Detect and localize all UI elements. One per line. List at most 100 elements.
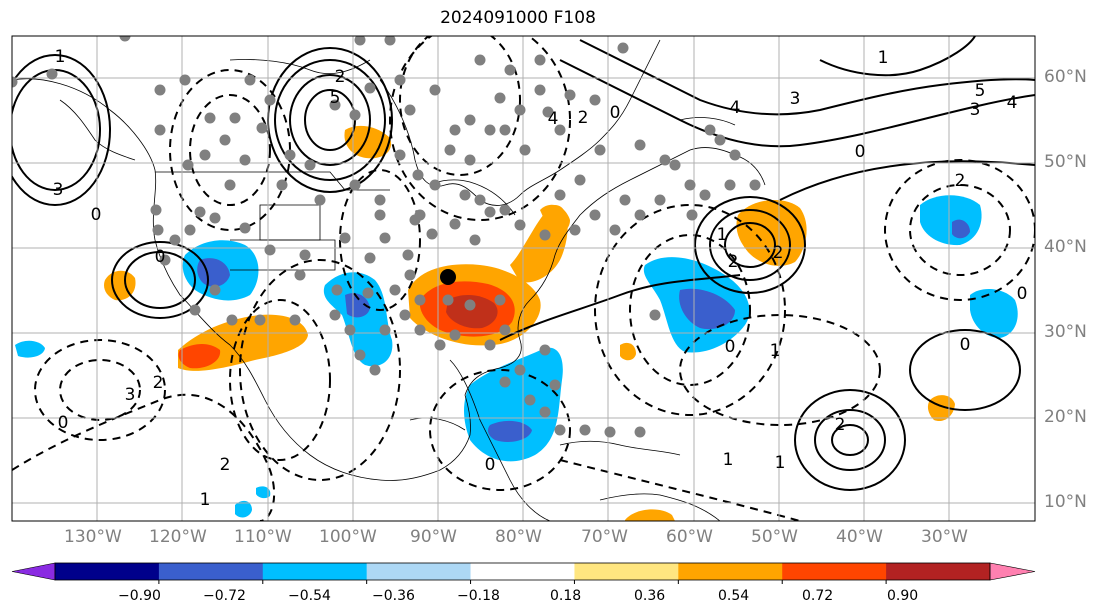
station-dot [634, 426, 646, 438]
station-dot [339, 232, 351, 244]
colorbar-tick-label: −0.18 [457, 588, 500, 604]
lon-label: 100°W [319, 527, 377, 547]
station-dot [634, 209, 646, 221]
station-dot [369, 364, 381, 376]
station-dot [362, 287, 374, 299]
station-dot [464, 299, 476, 311]
station-dot [564, 89, 576, 101]
station-dot [464, 154, 476, 166]
shade-darkred-southeast [446, 294, 498, 329]
contour-label: 0 [855, 142, 866, 162]
station-dot [349, 109, 361, 121]
colorbar-segment [470, 563, 575, 580]
station-dot [539, 406, 551, 418]
station-dot [264, 94, 276, 106]
highlight-point [440, 269, 456, 285]
colorbar-segment [366, 563, 472, 580]
station-dot [276, 179, 288, 191]
colorbar-segment [574, 563, 679, 580]
contour-label: 0 [485, 455, 496, 475]
colorbar-extend-high [989, 562, 1036, 581]
station-dot [669, 159, 681, 171]
station-dot [609, 224, 621, 236]
station-dot [224, 179, 236, 191]
station-dot [519, 144, 531, 156]
station-dot [749, 179, 761, 191]
shade-lightblue-texas [323, 272, 393, 367]
station-dot [364, 252, 376, 264]
station-dot [12, 76, 18, 88]
station-dot [256, 122, 268, 134]
contour-label: 3 [125, 385, 136, 405]
lon-label: 70°W [581, 527, 628, 547]
station-dot [474, 54, 486, 66]
station-dot [289, 314, 301, 326]
colorbar-tick-label: 0.54 [718, 588, 750, 604]
colorbar-segment [262, 563, 368, 580]
station-dot [686, 209, 698, 221]
contour-label: 3 [790, 89, 801, 109]
station-dot [394, 74, 406, 86]
contour-label: 2 [773, 243, 784, 263]
contour-label: 0 [610, 103, 621, 123]
shade-red-southwest [178, 344, 221, 369]
station-dot [404, 104, 416, 116]
shade-lightblue-pacific [15, 340, 45, 358]
lat-label: 50°N [1044, 152, 1087, 172]
station-dot [364, 82, 376, 94]
contour-label: 2 [955, 171, 966, 191]
shade-orange-canada [344, 125, 392, 159]
station-dot [504, 64, 516, 76]
station-dot [179, 74, 191, 86]
station-dot [379, 324, 391, 336]
station-dot [264, 244, 276, 256]
station-dot [534, 84, 546, 96]
lon-label: 30°W [921, 527, 968, 547]
colorbar-outline [54, 562, 991, 581]
lat-label: 10°N [1044, 492, 1087, 512]
map-title: 2024091000 F108 [440, 8, 596, 28]
colorbar-tick-label: 0.90 [887, 588, 919, 604]
station-dot [449, 124, 461, 136]
contour-label: 4 [548, 109, 559, 129]
contour-label: 4 [1007, 93, 1018, 113]
station-dot [449, 218, 461, 230]
colorbar-segment [782, 563, 887, 580]
lon-label: 110°W [234, 527, 292, 547]
station-dot [239, 154, 251, 166]
lon-label: 130°W [64, 527, 122, 547]
station-dot [442, 294, 454, 306]
station-dot [499, 376, 511, 388]
station-dot [409, 214, 421, 226]
contour-label: 2 [220, 455, 231, 475]
shade-lightblue-small-1 [235, 500, 252, 518]
shade-blue-caribbean [487, 420, 532, 442]
station-dot [169, 234, 181, 246]
station-dot [514, 219, 526, 231]
station-dot [402, 249, 414, 261]
station-dot [154, 124, 166, 136]
contour-label: 1 [717, 225, 728, 245]
colorbar-tick-label: −0.90 [118, 588, 161, 604]
shade-lightblue-eastatlantic [920, 195, 982, 246]
station-dot [554, 424, 566, 436]
station-dot [412, 169, 424, 181]
shade-orange-greatlakes [540, 204, 570, 233]
station-dot [344, 324, 356, 336]
station-dot [329, 99, 341, 111]
contour-label: 1 [55, 47, 66, 67]
station-dot [534, 54, 546, 66]
contour-label: 0 [960, 335, 971, 355]
map-frame [11, 35, 1036, 522]
station-dot [469, 234, 481, 246]
station-dot [699, 189, 711, 201]
contour-label: 0 [91, 205, 102, 225]
station-markers [12, 36, 761, 438]
colorbar-segment [158, 563, 264, 580]
station-dot [159, 254, 171, 266]
station-dot [484, 124, 496, 136]
station-dot [284, 149, 296, 161]
shade-orange-small-1 [620, 342, 636, 361]
contour-label: 3 [970, 100, 981, 120]
